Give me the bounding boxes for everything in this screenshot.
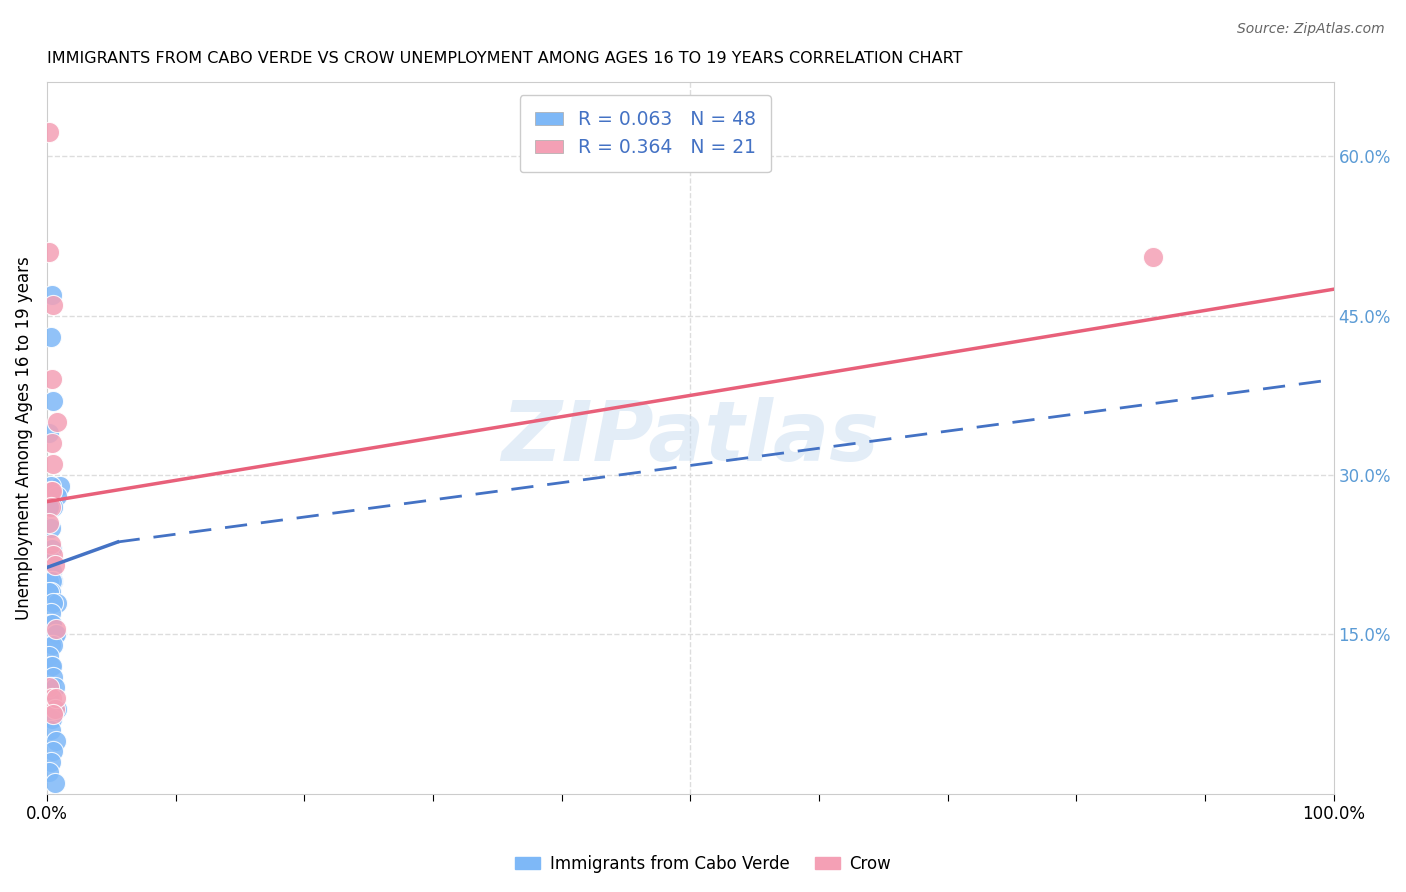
Point [39,553,62,567]
Point [42,298,65,312]
Point [42,670,65,684]
Point [44,558,66,573]
Point [45,622,67,636]
Point [38,553,60,567]
Point [45,733,67,747]
Point [39,500,62,514]
Point [44,681,66,695]
Legend: Immigrants from Cabo Verde, Crow: Immigrants from Cabo Verde, Crow [508,848,898,880]
Point [41,616,63,631]
Point [39,537,62,551]
Point [41,712,63,726]
Point [42,706,65,721]
Point [38,500,60,514]
Point [41,542,63,557]
Point [38,765,60,780]
Point [39,681,62,695]
Point [49,478,72,492]
Legend: R = 0.063   N = 48, R = 0.364   N = 21: R = 0.063 N = 48, R = 0.364 N = 21 [520,95,770,172]
Point [41,691,63,706]
Point [38,648,60,663]
Point [39,553,62,567]
Point [39,606,62,620]
Point [44,627,66,641]
Y-axis label: Unemployment Among Ages 16 to 19 years: Unemployment Among Ages 16 to 19 years [15,256,32,620]
Point [38,585,60,599]
Point [46,702,69,716]
Point [46,595,69,609]
Point [39,659,62,673]
Point [39,585,62,599]
Point [42,458,65,472]
Point [41,659,63,673]
Point [38,125,60,139]
Point [38,574,60,589]
Point [45,691,67,706]
Point [39,574,62,589]
Point [39,521,62,535]
Point [38,616,60,631]
Point [38,681,60,695]
Text: Source: ZipAtlas.com: Source: ZipAtlas.com [1237,22,1385,37]
Point [39,483,62,498]
Point [41,564,63,578]
Point [45,702,67,716]
Point [44,776,66,790]
Point [38,245,60,260]
Point [38,516,60,530]
Point [42,500,65,514]
Point [39,723,62,737]
Point [46,489,69,503]
Point [42,638,65,652]
Point [45,627,67,641]
Point [42,744,65,758]
Point [41,574,63,589]
Point [41,287,63,301]
Point [46,415,69,429]
Point [38,425,60,440]
Point [42,595,65,609]
Point [38,564,60,578]
Text: IMMIGRANTS FROM CABO VERDE VS CROW UNEMPLOYMENT AMONG AGES 16 TO 19 YEARS CORREL: IMMIGRANTS FROM CABO VERDE VS CROW UNEMP… [46,51,962,66]
Point [39,755,62,769]
Point [39,638,62,652]
Point [39,616,62,631]
Point [38,691,60,706]
Point [39,478,62,492]
Point [41,372,63,386]
Point [1142,251,1164,265]
Point [42,393,65,408]
Point [41,436,63,450]
Point [39,330,62,344]
Point [42,574,65,589]
Point [41,483,63,498]
Text: ZIPatlas: ZIPatlas [502,398,879,478]
Point [44,702,66,716]
Point [42,548,65,562]
